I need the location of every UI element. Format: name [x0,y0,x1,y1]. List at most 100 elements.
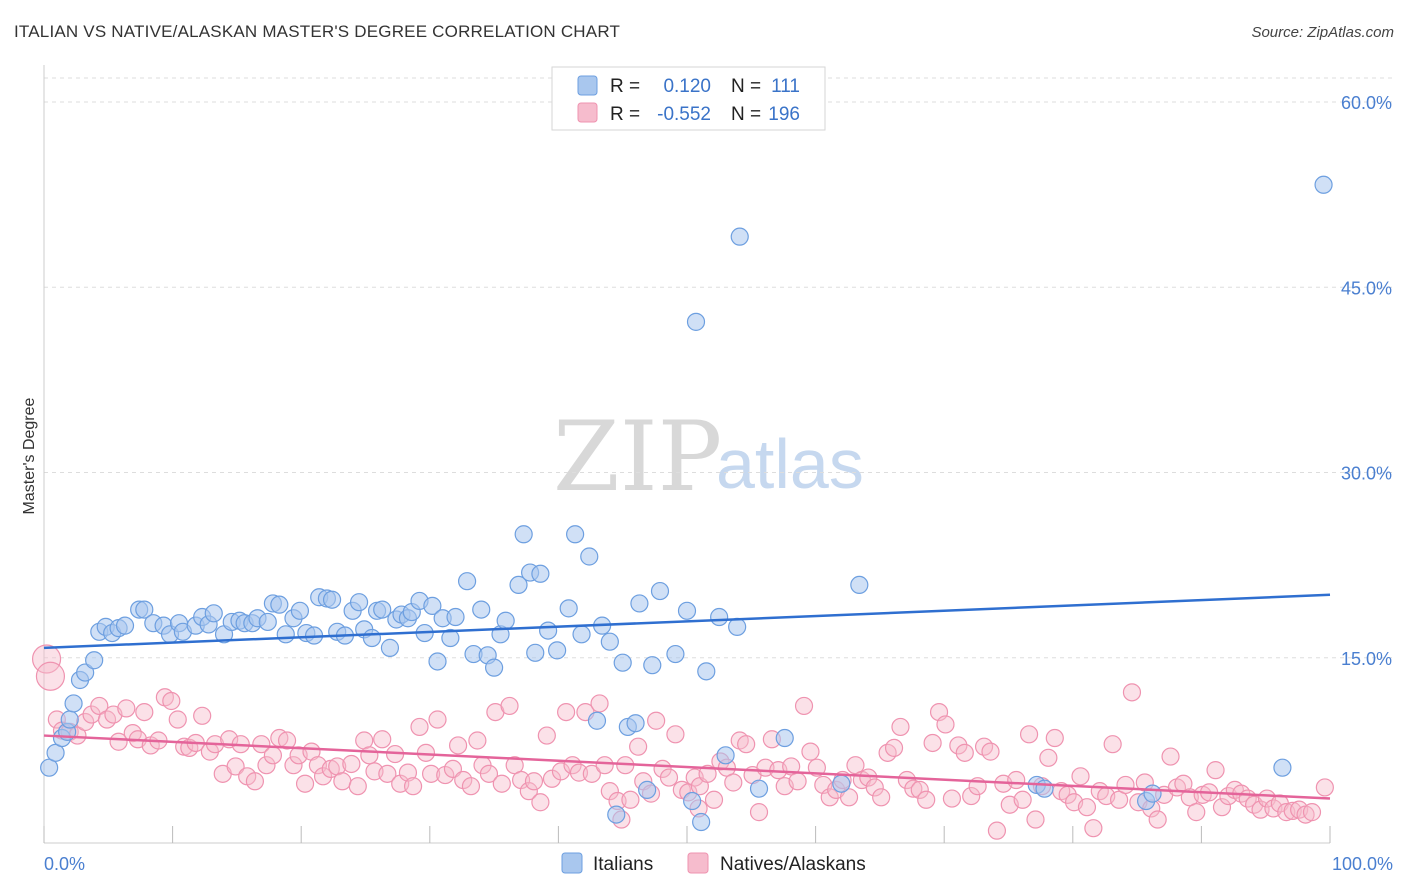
natives-point [135,702,154,722]
italians-point [373,600,392,619]
natives-point [461,777,481,796]
italians-point [677,601,697,620]
italians-point [204,604,223,623]
natives-point [807,758,826,777]
italians-point [457,572,477,591]
natives-point [193,706,212,725]
natives-point [666,725,685,744]
italians-point [692,812,711,832]
italians-point [710,607,729,627]
natives-point [524,772,544,791]
natives-point [698,764,717,783]
chart-title: ITALIAN VS NATIVE/ALASKAN MASTER'S DEGRE… [14,22,621,41]
natives-point [403,777,423,796]
natives-point [410,717,429,737]
natives-point [865,778,884,797]
natives-point [1302,803,1322,822]
natives-point [987,821,1007,840]
italians-point [580,547,599,566]
natives-point [428,710,447,729]
italians-point [496,611,515,630]
natives-point [595,756,614,775]
trend-lines [43,593,1331,800]
x-tick-label-max: 100.0% [1332,854,1393,874]
natives-point [537,726,556,745]
natives-point [557,702,576,722]
natives-point [884,738,904,758]
natives-point [1039,748,1058,767]
italians-point [587,711,607,730]
natives-point [794,696,814,716]
italians-point [683,791,702,811]
italians-point [526,643,545,662]
italians-point [322,590,342,609]
natives-point [443,759,463,779]
natives-point [492,774,511,793]
natives-point [788,772,807,791]
natives-point [936,715,955,734]
legend-r-value-1: 0.120 [663,76,711,97]
italians-point [362,628,382,648]
legend-r-label-2: R = [610,104,640,125]
italians-point [638,780,657,799]
italians-point [749,779,769,798]
italians-point [607,805,626,824]
legend-n-value-1: 111 [771,76,800,97]
italians-point [258,612,277,632]
source-credit: Source: ZipAtlas.com [1251,24,1394,41]
natives-point [1026,810,1045,829]
natives-point [737,735,756,754]
italians-point [60,710,79,729]
italians-point [1314,175,1333,194]
natives-point [245,772,265,791]
bottom-legend: Italians Natives/Alaskans [561,852,866,875]
bottom-legend-label-natives: Natives/Alaskans [720,854,866,875]
natives-point [421,764,441,783]
natives-point [1019,725,1039,744]
italians-point [85,651,104,670]
natives-point [284,756,303,775]
legend-r-value-2: -0.552 [657,104,711,125]
legend-swatch-natives [577,102,598,123]
natives-point [109,732,128,751]
italians-point [600,632,619,651]
y-tick-labels: 15.0% 30.0% 45.0% 60.0% [1341,93,1392,669]
legend-box [551,66,826,131]
natives-point [839,788,859,807]
legend: R = 0.120 N = 111 R = -0.552 N = 196 [551,66,826,131]
natives-point [257,756,276,775]
natives-point [1013,790,1032,809]
italians-point [270,595,289,614]
italians-point [630,594,649,613]
natives-point [621,790,640,809]
legend-n-value-2: 196 [768,104,800,125]
natives-point [1206,761,1225,780]
natives-point [582,764,601,783]
italians-trend-line [43,593,1331,650]
natives-point [90,696,109,716]
natives-point [1077,798,1097,817]
italians-point [666,644,685,664]
natives-point [659,768,679,787]
italians-point [1273,758,1292,777]
natives-point [820,788,839,807]
italians-point [832,774,851,793]
natives-point [1161,747,1180,766]
italians-point [643,656,662,675]
italians-point [531,564,550,583]
watermark-atlas: atlas [716,425,864,503]
natives-point [749,803,769,822]
legend-n-label-2: N = [731,104,761,125]
natives-point [479,764,499,783]
natives-point [942,789,962,808]
italians-point [716,746,735,765]
natives-point [600,782,619,801]
italians-point [380,638,400,657]
italians-point [650,581,670,601]
italians-point [613,653,632,672]
italians-point [485,658,504,677]
italians-point [566,525,585,544]
legend-swatch-italians [577,75,598,96]
x-tick-label-min: 0.0% [44,854,85,874]
